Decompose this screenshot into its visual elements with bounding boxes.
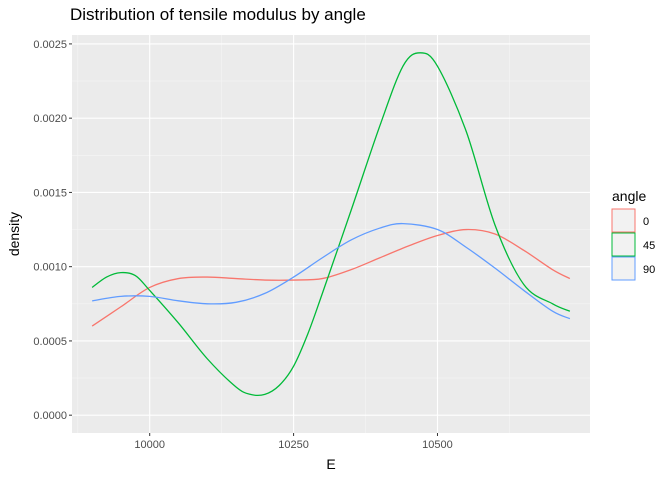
plot-panel bbox=[72, 35, 590, 433]
legend-label-0: 0 bbox=[643, 216, 649, 228]
density-line-angle-45 bbox=[91, 52, 571, 397]
x-tick-label: 10000 bbox=[134, 439, 165, 451]
density-line-angle-90 bbox=[92, 222, 571, 320]
density-line-angle-0 bbox=[91, 228, 571, 327]
y-axis-title: density bbox=[6, 212, 22, 256]
y-tick-label: 0.0015 bbox=[33, 187, 67, 199]
minor-gridlines bbox=[72, 35, 590, 433]
y-tick-label: 0.0005 bbox=[33, 336, 67, 348]
chart-title: Distribution of tensile modulus by angle bbox=[70, 5, 366, 24]
x-tick-label: 10250 bbox=[278, 439, 309, 451]
legend-key-45 bbox=[611, 232, 636, 257]
legend-label-45: 45 bbox=[643, 240, 655, 252]
x-tick-label: 10500 bbox=[422, 439, 453, 451]
series-lines bbox=[91, 52, 571, 397]
y-tick-label: 0.0020 bbox=[33, 113, 67, 125]
y-axis: 0.0000 0.0005 0.0010 0.0015 0.0020 0.0025 bbox=[33, 39, 72, 422]
x-axis: 10000 10250 10500 bbox=[134, 433, 453, 451]
y-tick-label: 0.0025 bbox=[33, 39, 67, 51]
y-tick-label: 0.0000 bbox=[33, 410, 67, 422]
legend-label-90: 90 bbox=[643, 264, 655, 276]
y-tick-label: 0.0010 bbox=[33, 262, 67, 274]
legend-key-90 bbox=[611, 256, 636, 281]
legend-key-0 bbox=[611, 208, 636, 233]
legend-title: angle bbox=[612, 188, 646, 204]
x-axis-title: E bbox=[326, 456, 335, 472]
legend: angle 0 45 90 bbox=[611, 188, 655, 281]
